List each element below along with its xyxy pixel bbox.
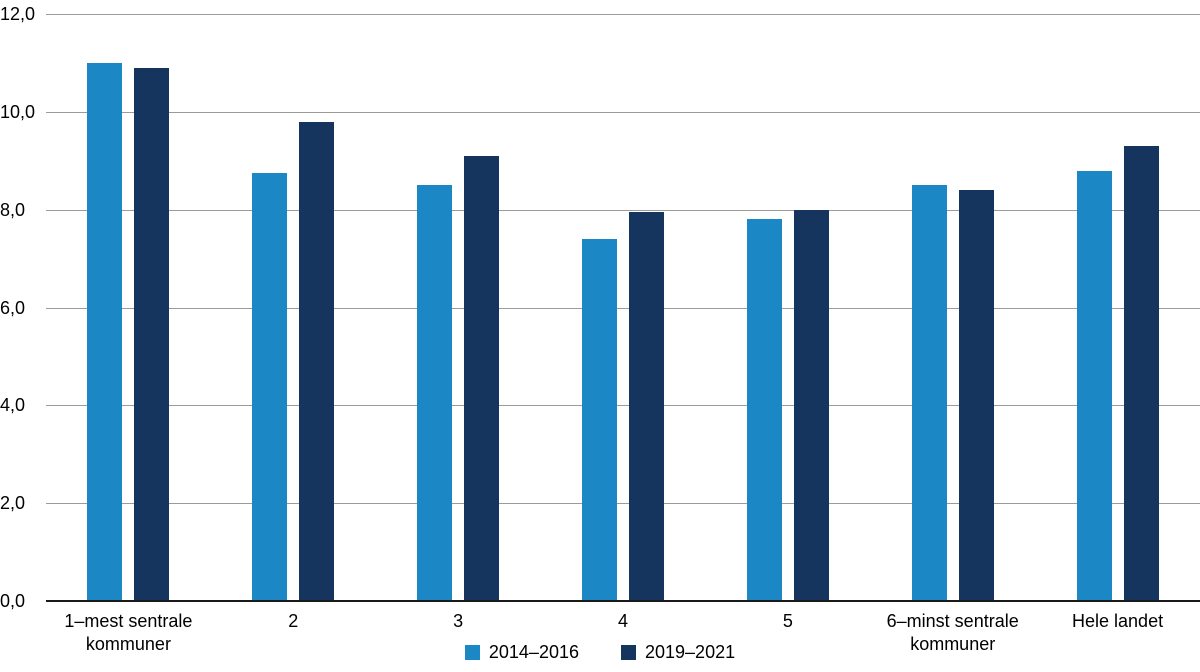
bar-2014-2016	[582, 239, 617, 601]
gridline	[46, 111, 1200, 113]
x-axis-category-label: 6–minst sentrale kommuner	[886, 611, 1019, 654]
bar-2014-2016	[746, 219, 782, 601]
gridline	[46, 405, 1200, 407]
legend-label: 2014–2016	[488, 642, 579, 662]
y-axis-tick-label: 2,0	[0, 493, 26, 514]
legend-swatch-icon	[621, 645, 636, 660]
gridline	[46, 14, 1200, 15]
bar-2019-2021	[629, 212, 664, 601]
y-axis-tick-label: 10,0	[0, 101, 36, 122]
bar-2014-2016	[87, 62, 123, 601]
bar-2014-2016	[911, 185, 947, 601]
bar-2019-2021	[464, 155, 500, 601]
x-axis-category-label: 2	[288, 611, 299, 631]
bar-2019-2021	[958, 190, 994, 601]
legend-swatch-icon	[464, 645, 480, 660]
x-axis-category-label: Hele landet	[1072, 611, 1164, 631]
gridline	[46, 209, 1200, 211]
x-axis-line	[46, 600, 1200, 602]
x-axis-category-label: 1–mest sentrale kommuner	[64, 611, 193, 654]
gridline	[46, 307, 1200, 309]
gridline	[46, 503, 1200, 505]
bar-2014-2016	[417, 185, 453, 601]
y-axis-tick-label: 6,0	[0, 297, 26, 318]
x-axis-category-label: 3	[453, 611, 464, 631]
bar-2019-2021	[1123, 146, 1159, 601]
bar-2019-2021	[134, 67, 170, 601]
bar-2014-2016	[252, 172, 288, 601]
y-axis-tick-label: 4,0	[0, 395, 26, 416]
y-axis-tick-label: 8,0	[0, 199, 26, 220]
legend: 2014–2016 2019–2021	[0, 642, 1200, 663]
bar-2014-2016	[1076, 170, 1112, 601]
y-axis-tick-label: 12,0	[0, 4, 36, 24]
legend-item: 2014–2016	[464, 642, 579, 663]
bar-2019-2021	[793, 209, 829, 601]
x-axis-category-label: 4	[617, 611, 628, 631]
x-axis-category-label: 5	[782, 611, 793, 631]
legend-label: 2019–2021	[645, 642, 736, 662]
bar-2019-2021	[299, 121, 335, 601]
legend-item: 2019–2021	[621, 642, 735, 663]
y-axis-tick-label: 0,0	[0, 591, 26, 611]
